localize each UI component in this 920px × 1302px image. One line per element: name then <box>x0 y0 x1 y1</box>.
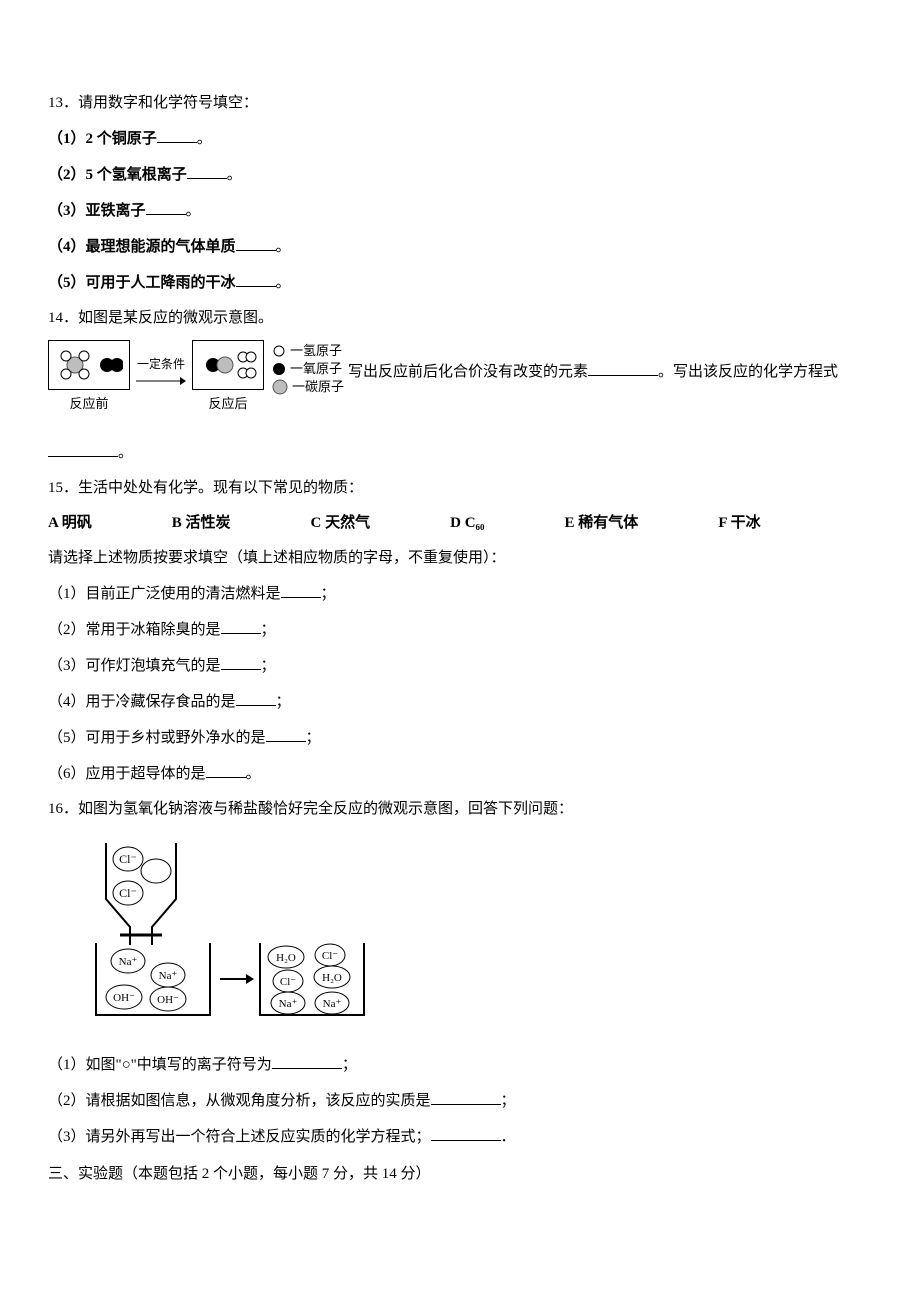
q16-stem: 16．如图为氢氧化钠溶液与稀盐酸恰好完全反应的微观示意图，回答下列问题： <box>48 796 872 823</box>
svg-text:Na⁺: Na⁺ <box>279 998 298 1010</box>
blank <box>48 439 118 457</box>
question-13: 13．请用数字和化学符号填空： （1）2 个铜原子。 （2）5 个氢氧根离子。 … <box>48 90 872 297</box>
q15-options: A 明矾 B 活性炭 C 天然气 D C₆₀ E 稀有气体 F 干冰 <box>48 510 872 537</box>
q13-part-2: （2）5 个氢氧根离子。 <box>48 161 872 189</box>
legend-hydrogen: 一氢原子 <box>272 342 344 360</box>
q15-opt-d: D C₆₀ <box>450 510 484 537</box>
blank <box>431 1123 501 1141</box>
blank <box>431 1087 501 1105</box>
q14-arrow: 一定条件 <box>136 354 186 386</box>
q14-before-container: 反应前 <box>48 340 130 415</box>
blank <box>187 161 227 179</box>
q14-after-svg <box>199 345 257 385</box>
question-14: 14．如图是某反应的微观示意图。 反应前 <box>48 305 872 467</box>
q15-opt-f: F 干冰 <box>718 510 760 537</box>
q16-diagram: Cl⁻ Cl⁻ Na⁺ Na⁺ OH⁻ OH⁻ <box>48 835 872 1035</box>
q14-after-label: 反应后 <box>192 392 264 415</box>
legend-carbon: 一碳原子 <box>272 378 344 396</box>
svg-text:Cl⁻: Cl⁻ <box>119 886 137 900</box>
q15-part-3: （3）可作灯泡填充气的是； <box>48 652 872 680</box>
blank <box>236 269 276 287</box>
q14-after-box <box>192 340 264 390</box>
q15-instruction: 请选择上述物质按要求填空（填上述相应物质的字母，不重复使用）： <box>48 545 872 572</box>
arrow-icon <box>136 376 186 386</box>
q14-before-label: 反应前 <box>48 392 130 415</box>
left-beaker: Na⁺ Na⁺ OH⁻ OH⁻ <box>96 943 210 1015</box>
q15-part-1: （1）目前正广泛使用的清洁燃料是； <box>48 580 872 608</box>
q13-part-1: （1）2 个铜原子。 <box>48 125 872 153</box>
svg-text:OH⁻: OH⁻ <box>113 992 135 1004</box>
q16-part-1: （1）如图"○"中填写的离子符号为； <box>48 1051 872 1079</box>
q13-stem: 13．请用数字和化学符号填空： <box>48 90 872 117</box>
q15-opt-e: E 稀有气体 <box>565 510 639 537</box>
svg-text:Na⁺: Na⁺ <box>159 970 178 982</box>
q16-part-3: （3）请另外再写出一个符合上述反应实质的化学方程式；． <box>48 1123 872 1151</box>
blank <box>272 1051 342 1069</box>
svg-text:H₂O: H₂O <box>322 972 342 984</box>
blank <box>588 358 658 376</box>
q15-opt-c: C 天然气 <box>311 510 371 537</box>
q14-legend: 一氢原子 一氧原子 一碳原子 <box>272 342 344 397</box>
q15-part-4: （4）用于冷藏保存食品的是； <box>48 688 872 716</box>
blank <box>281 580 321 598</box>
blank <box>221 652 261 670</box>
section-3-title: 三、实验题（本题包括 2 个小题，每小题 7 分，共 14 分） <box>48 1161 872 1188</box>
q14-before-box <box>48 340 130 390</box>
q14-after-container: 反应后 <box>192 340 264 415</box>
q15-part-2: （2）常用于冰箱除臭的是； <box>48 616 872 644</box>
right-beaker: H₂O Cl⁻ Cl⁻ H₂O Na⁺ Na⁺ <box>260 943 364 1015</box>
q13-part-4: （4）最理想能源的气体单质。 <box>48 233 872 261</box>
svg-text:Cl⁻: Cl⁻ <box>280 976 296 988</box>
svg-text:Na⁺: Na⁺ <box>323 998 342 1010</box>
blank <box>206 760 246 778</box>
funnel: Cl⁻ Cl⁻ <box>106 843 176 945</box>
q14-inline-1: 写出反应前后化合价没有改变的元素。写出该反应的化学方程式 <box>348 358 838 386</box>
q15-stem: 15．生活中处处有化学。现有以下常见的物质： <box>48 475 872 502</box>
svg-text:OH⁻: OH⁻ <box>157 994 179 1006</box>
q13-part-5: （5）可用于人工降雨的干冰。 <box>48 269 872 297</box>
svg-text:Cl⁻: Cl⁻ <box>119 852 137 866</box>
svg-text:Na⁺: Na⁺ <box>119 956 138 968</box>
blank <box>236 233 276 251</box>
q16-part-2: （2）请根据如图信息，从微观角度分析，该反应的实质是； <box>48 1087 872 1115</box>
svg-text:Cl⁻: Cl⁻ <box>322 950 338 962</box>
q15-opt-b: B 活性炭 <box>172 510 231 537</box>
blank <box>221 616 261 634</box>
q14-diagram-row: 反应前 一定条件 <box>48 340 872 415</box>
reaction-arrow <box>220 974 254 984</box>
q16-svg: Cl⁻ Cl⁻ Na⁺ Na⁺ OH⁻ OH⁻ <box>48 835 368 1025</box>
q13-part-3: （3）亚铁离子。 <box>48 197 872 225</box>
blank <box>157 125 197 143</box>
q14-stem: 14．如图是某反应的微观示意图。 <box>48 305 872 332</box>
q14-continuation: 。 <box>48 439 872 467</box>
blank <box>146 197 186 215</box>
q15-part-6: （6）应用于超导体的是。 <box>48 760 872 788</box>
q15-opt-a: A 明矾 <box>48 510 92 537</box>
question-15: 15．生活中处处有化学。现有以下常见的物质： A 明矾 B 活性炭 C 天然气 … <box>48 475 872 788</box>
blank <box>266 724 306 742</box>
legend-oxygen: 一氧原子 <box>272 360 344 378</box>
question-16: 16．如图为氢氧化钠溶液与稀盐酸恰好完全反应的微观示意图，回答下列问题： Cl⁻… <box>48 796 872 1151</box>
blank <box>236 688 276 706</box>
q14-before-svg <box>55 345 123 385</box>
svg-text:H₂O: H₂O <box>276 952 296 964</box>
q15-part-5: （5）可用于乡村或野外净水的是； <box>48 724 872 752</box>
